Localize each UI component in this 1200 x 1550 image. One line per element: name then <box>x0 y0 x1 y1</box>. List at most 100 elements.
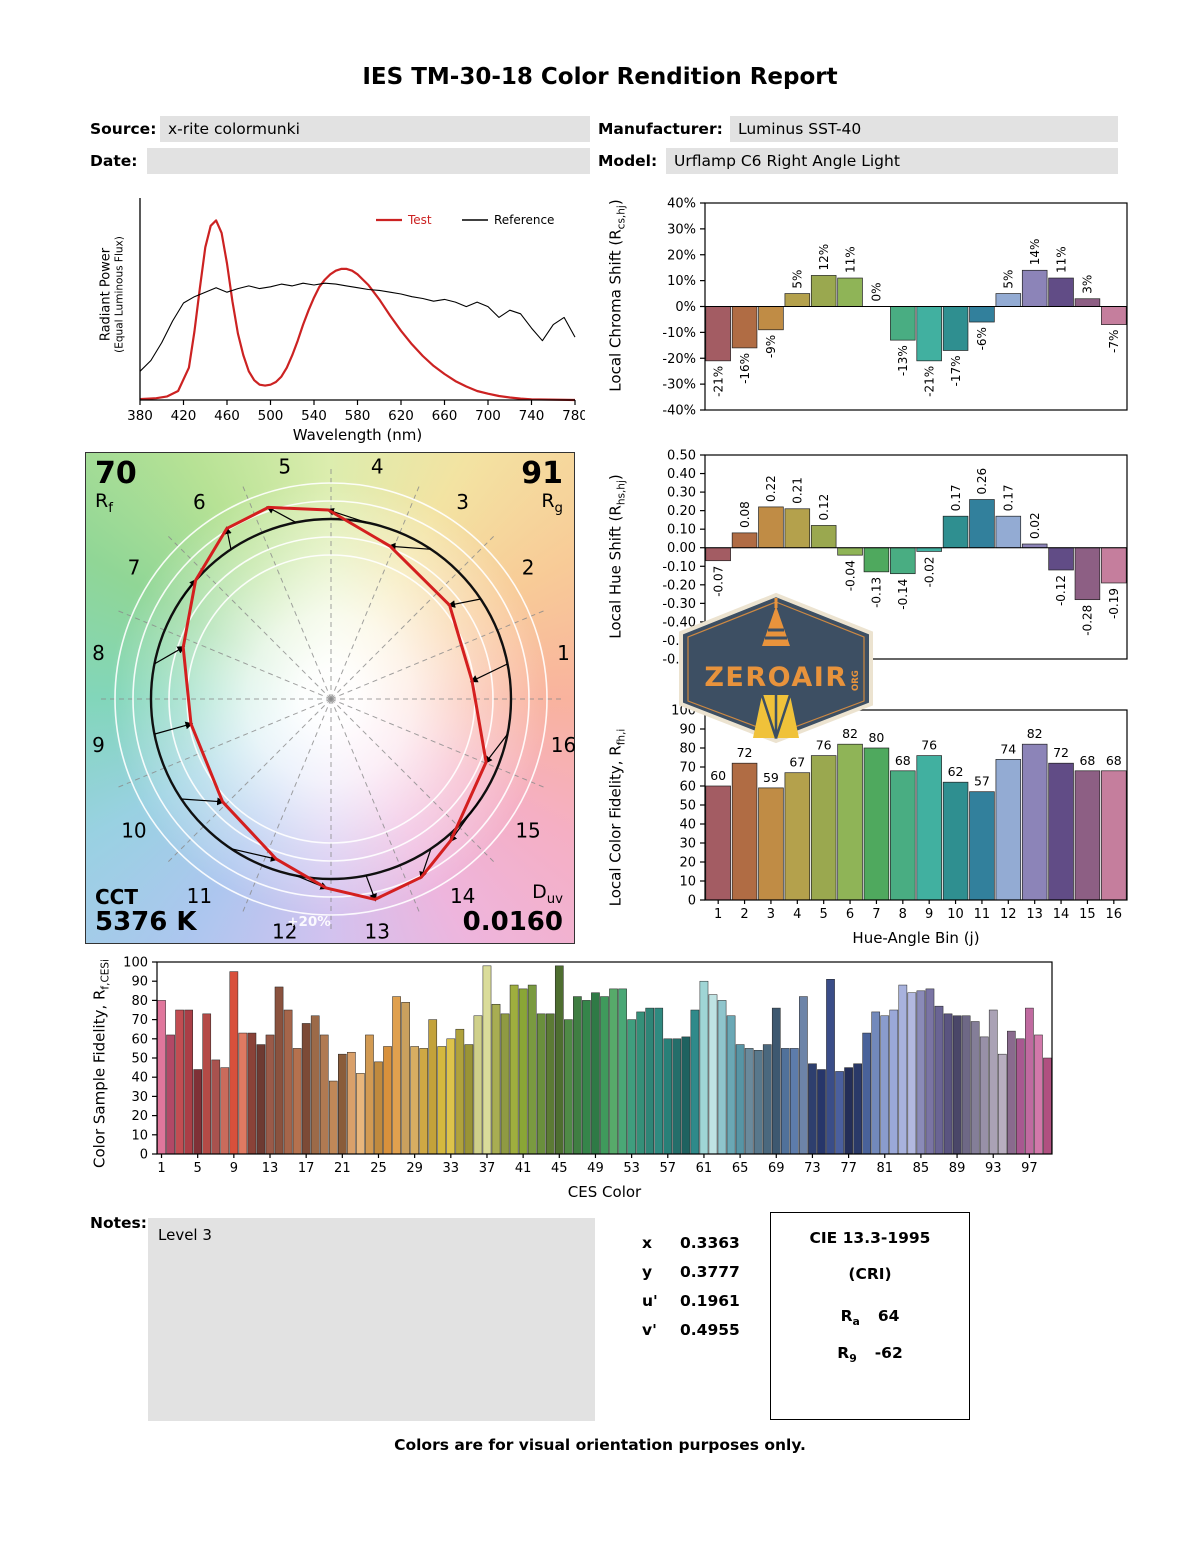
svg-text:-0.40: -0.40 <box>662 615 696 630</box>
manufacturer-label: Manufacturer: <box>598 120 723 138</box>
svg-text:-0.12: -0.12 <box>1054 575 1068 606</box>
svg-text:3%: 3% <box>1081 275 1095 294</box>
svg-text:82: 82 <box>842 726 858 741</box>
svg-text:11%: 11% <box>843 246 857 273</box>
svg-text:0.17: 0.17 <box>949 484 963 511</box>
cri-subtitle: (CRI) <box>848 1265 892 1283</box>
svg-text:30: 30 <box>679 837 696 852</box>
svg-text:15: 15 <box>515 819 540 843</box>
svg-text:90: 90 <box>679 723 696 738</box>
svg-text:16: 16 <box>551 733 576 757</box>
svg-text:580: 580 <box>345 408 371 424</box>
svg-text:420: 420 <box>171 408 197 424</box>
date-label: Date: <box>90 152 138 170</box>
svg-text:77: 77 <box>840 1161 857 1176</box>
svg-text:60: 60 <box>131 1032 148 1047</box>
svg-text:-16%: -16% <box>738 353 752 384</box>
rfh-y-axis-label: Local Color Fidelity, Rfh,i <box>606 728 628 907</box>
tower-stripes <box>765 628 787 640</box>
svg-text:70: 70 <box>679 761 696 776</box>
svg-text:-0.10: -0.10 <box>662 560 696 575</box>
svg-text:0.40: 0.40 <box>667 467 696 482</box>
svg-text:53: 53 <box>623 1161 640 1176</box>
svg-text:9: 9 <box>925 907 933 922</box>
svg-text:0%: 0% <box>675 300 696 315</box>
svg-text:89: 89 <box>949 1161 966 1176</box>
svg-text:0%: 0% <box>870 282 884 301</box>
svg-text:67: 67 <box>789 755 805 770</box>
report-title: IES TM-30-18 Color Rendition Report <box>362 64 838 90</box>
svg-text:-21%: -21% <box>922 366 936 397</box>
svg-text:2: 2 <box>740 907 748 922</box>
svg-text:5: 5 <box>278 455 291 479</box>
svg-text:49: 49 <box>587 1161 604 1176</box>
svg-text:41: 41 <box>515 1161 532 1176</box>
svg-text:97: 97 <box>1021 1161 1038 1176</box>
svg-text:20: 20 <box>131 1109 148 1124</box>
svg-text:17: 17 <box>298 1161 315 1176</box>
chromaticity-row-x: x 0.3363 <box>642 1234 740 1252</box>
svg-text:-10%: -10% <box>662 326 696 341</box>
beam-rays <box>760 694 792 739</box>
zeroair-watermark-logo: ZEROAIR ORG <box>679 592 873 744</box>
svg-text:1: 1 <box>157 1161 165 1176</box>
notes-box: Level 3 <box>148 1218 595 1421</box>
model-label: Model: <box>598 152 658 170</box>
svg-text:Test: Test <box>407 213 432 227</box>
svg-text:-7%: -7% <box>1107 330 1121 353</box>
svg-text:65: 65 <box>732 1161 749 1176</box>
svg-text:90: 90 <box>131 975 148 990</box>
svg-text:0: 0 <box>140 1148 148 1163</box>
svg-text:20: 20 <box>679 856 696 871</box>
svg-text:45: 45 <box>551 1161 568 1176</box>
svg-text:-0.20: -0.20 <box>662 578 696 593</box>
svg-text:13: 13 <box>1026 907 1043 922</box>
svg-text:16: 16 <box>1106 907 1123 922</box>
svg-text:57: 57 <box>660 1161 677 1176</box>
svg-text:14: 14 <box>1053 907 1070 922</box>
svg-text:8: 8 <box>899 907 907 922</box>
cri-r9-row: R9 -62 <box>837 1344 903 1366</box>
svg-text:68: 68 <box>895 753 911 768</box>
svg-text:15: 15 <box>1079 907 1096 922</box>
model-field: Urflamp C6 Right Angle Light <box>666 148 1118 174</box>
svg-text:76: 76 <box>921 738 937 753</box>
svg-text:-0.04: -0.04 <box>843 560 857 591</box>
svg-text:74: 74 <box>1000 741 1016 756</box>
svg-text:21: 21 <box>334 1161 351 1176</box>
svg-text:-0.30: -0.30 <box>662 597 696 612</box>
svg-text:1: 1 <box>714 907 722 922</box>
watermark-org-text: ORG <box>851 670 861 691</box>
svg-text:60: 60 <box>679 780 696 795</box>
svg-text:12: 12 <box>1000 907 1017 922</box>
svg-text:30%: 30% <box>667 222 696 237</box>
svg-text:85: 85 <box>913 1161 930 1176</box>
svg-text:25: 25 <box>370 1161 387 1176</box>
spd-chart: 380 420 460 500 540 580 620 660 700 740 780 Wavelen… <box>127 198 585 444</box>
duv-value: Duv 0.0160 <box>462 881 563 937</box>
svg-text:50: 50 <box>679 799 696 814</box>
svg-text:68: 68 <box>1106 753 1122 768</box>
svg-text:30: 30 <box>131 1090 148 1105</box>
notes-label: Notes: <box>90 1214 147 1232</box>
svg-text:13: 13 <box>262 1161 279 1176</box>
hue-y-axis-label: Local Hue Shift (Rhs,hj) <box>606 474 628 639</box>
svg-text:61: 61 <box>696 1161 713 1176</box>
cri-box: CIE 13.3-1995 (CRI) Ra 64 R9 -62 <box>770 1212 970 1420</box>
cri-ra-row: Ra 64 <box>840 1307 900 1329</box>
svg-text:2: 2 <box>522 555 535 579</box>
svg-text:0.30: 0.30 <box>667 486 696 501</box>
svg-text:620: 620 <box>388 408 414 424</box>
svg-text:76: 76 <box>816 738 832 753</box>
svg-text:11: 11 <box>974 907 991 922</box>
svg-text:4: 4 <box>793 907 801 922</box>
svg-text:Hue-Angle Bin (j): Hue-Angle Bin (j) <box>852 929 979 947</box>
svg-text:0.22: 0.22 <box>764 475 778 502</box>
svg-text:10: 10 <box>947 907 964 922</box>
svg-text:37: 37 <box>479 1161 496 1176</box>
svg-text:0.21: 0.21 <box>791 477 805 504</box>
svg-text:780: 780 <box>562 408 585 424</box>
svg-text:Wavelength (nm): Wavelength (nm) <box>293 426 423 444</box>
